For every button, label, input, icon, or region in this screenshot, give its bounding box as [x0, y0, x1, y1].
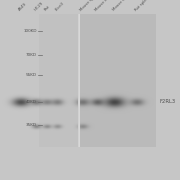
Text: HT-29: HT-29: [33, 1, 44, 12]
Text: Mouse lung: Mouse lung: [94, 0, 113, 12]
Text: B-cell: B-cell: [54, 2, 65, 12]
Text: Mouse skeletal muscle: Mouse skeletal muscle: [111, 0, 146, 12]
Text: 35KD: 35KD: [26, 123, 37, 127]
Text: 70KD: 70KD: [26, 53, 37, 57]
Text: 100KD: 100KD: [24, 30, 37, 33]
Text: Rat: Rat: [44, 5, 51, 12]
Text: F2RL3: F2RL3: [159, 99, 175, 104]
Text: 40KD: 40KD: [26, 100, 37, 104]
Text: 55KD: 55KD: [26, 73, 37, 77]
Text: Mouse spleen: Mouse spleen: [80, 0, 102, 12]
Text: A549: A549: [18, 2, 28, 12]
Text: Rat spleen: Rat spleen: [134, 0, 151, 12]
